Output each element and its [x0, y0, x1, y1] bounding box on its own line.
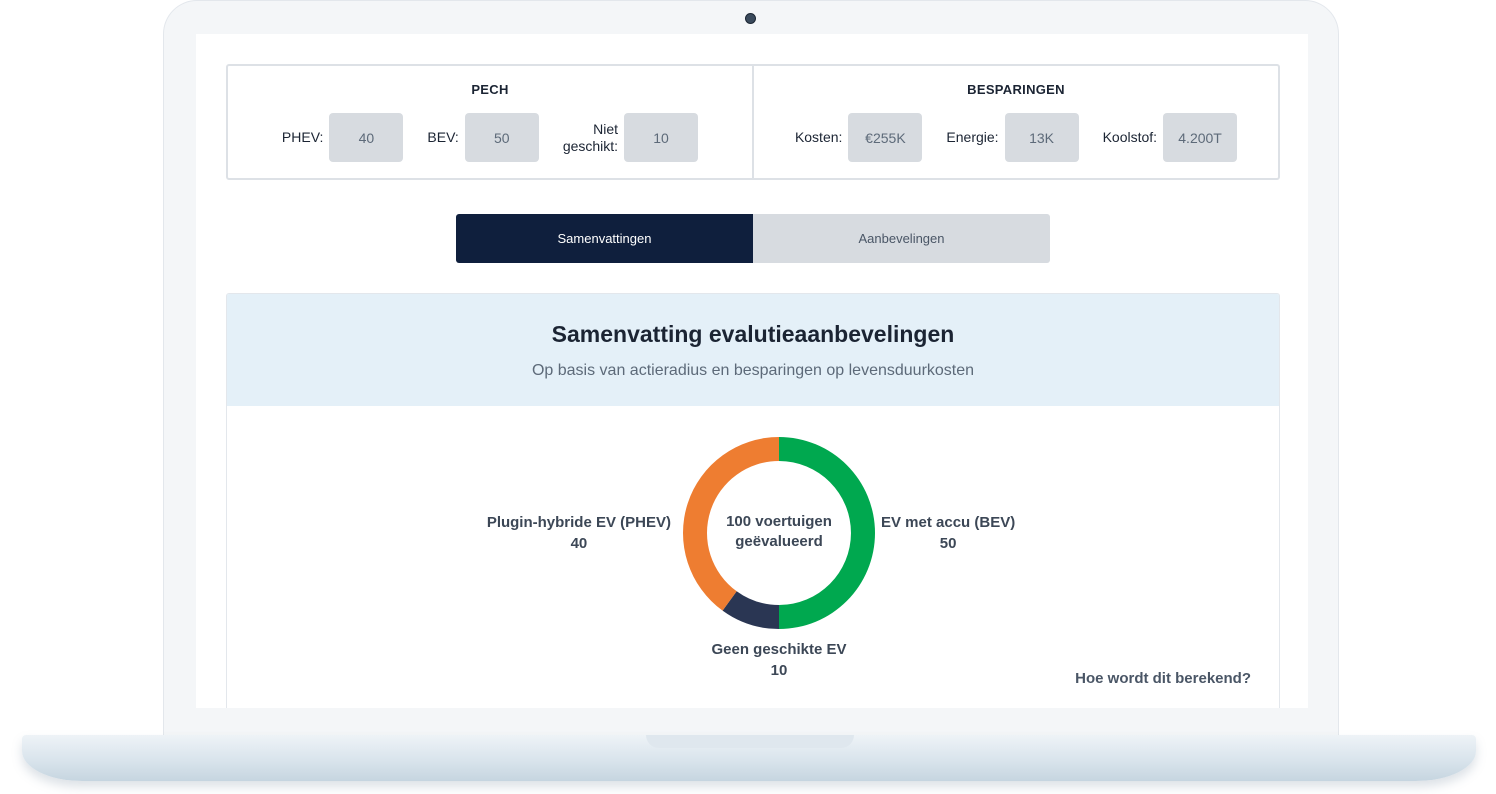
view-tabs: Samenvattingen Aanbevelingen [456, 214, 1050, 263]
segment-value: 10 [770, 662, 788, 679]
stat-value: 4.200T [1163, 113, 1238, 162]
stats-group-pech: PECH PHEV: 40 BEV: 50 Niet geschikt: 10 [228, 66, 752, 178]
donut-center-line: geëvalueerd [735, 533, 823, 550]
how-calculated-link[interactable]: Hoe wordt dit berekend? [1075, 670, 1251, 687]
summary-header: Samenvatting evalutieaanbevelingen Op ba… [227, 294, 1279, 406]
stat-label: PHEV: [281, 129, 324, 145]
donut-slice-none [722, 591, 779, 629]
stat-value: €255K [848, 113, 923, 162]
stats-group-title: PECH [471, 82, 509, 97]
segment-value: 40 [570, 535, 588, 552]
stat-bev: BEV: 50 [427, 113, 539, 162]
donut-slice-bev [779, 437, 875, 629]
stats-group-title: BESPARINGEN [967, 82, 1065, 97]
summary-card: Samenvatting evalutieaanbevelingen Op ba… [226, 293, 1280, 708]
stat-koolstof: Koolstof: 4.200T [1102, 113, 1238, 162]
webcam-icon [745, 13, 756, 24]
segment-name: EV met accu (BEV) [881, 514, 1016, 531]
stat-label: Energie: [946, 129, 999, 145]
stats-panel: PECH PHEV: 40 BEV: 50 Niet geschikt: 10 [226, 64, 1280, 180]
segment-name: Plugin-hybride EV (PHEV) [486, 514, 671, 531]
stat-label: Kosten: [794, 129, 843, 145]
donut-slice-phev [683, 437, 779, 611]
segment-value: 50 [939, 535, 957, 552]
stat-kosten: Kosten: €255K [794, 113, 923, 162]
summary-title: Samenvatting evalutieaanbevelingen [551, 321, 955, 347]
segment-label-bev: EV met accu (BEV) 50 [881, 512, 1015, 554]
stat-label-line: Niet [593, 120, 619, 137]
tab-aanbevelingen[interactable]: Aanbevelingen [753, 214, 1050, 263]
laptop-screen: PECH PHEV: 40 BEV: 50 Niet geschikt: 10 [196, 34, 1308, 708]
stat-energie: Energie: 13K [946, 113, 1079, 162]
stat-value: 13K [1004, 113, 1079, 162]
donut-chart [683, 437, 875, 629]
segment-label-none: Geen geschikte EV 10 [667, 639, 891, 681]
stat-value: 40 [329, 113, 404, 162]
stats-group-besparingen: BESPARINGEN Kosten: €255K Energie: 13K K… [752, 66, 1278, 178]
stat-value: 10 [624, 113, 699, 162]
laptop-notch [646, 735, 854, 748]
segment-label-phev: Plugin-hybride EV (PHEV) 40 [487, 512, 671, 554]
stat-label-line: geschikt: [562, 137, 619, 154]
stat-niet-geschikt: Niet geschikt: 10 [563, 113, 699, 162]
stat-value: 50 [464, 113, 539, 162]
stat-phev: PHEV: 40 [282, 113, 404, 162]
stat-label: Niet geschikt: [563, 121, 618, 155]
donut-center-line: 100 voertuigen [726, 513, 832, 530]
stat-label: Koolstof: [1102, 129, 1158, 145]
summary-subtitle: Op basis van actieradius en besparingen … [531, 362, 975, 379]
stat-label: BEV: [427, 129, 459, 145]
donut-center-text: 100 voertuigen geëvalueerd [683, 512, 875, 552]
tab-samenvattingen[interactable]: Samenvattingen [456, 214, 753, 263]
segment-name: Geen geschikte EV [711, 641, 847, 658]
